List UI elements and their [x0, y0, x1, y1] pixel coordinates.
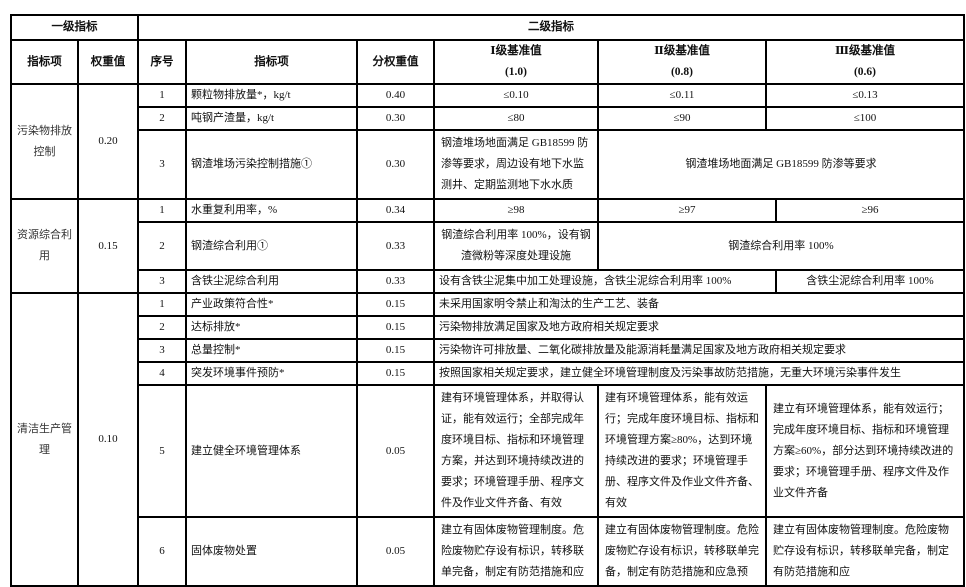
row-no: 3: [137, 129, 187, 200]
table-row: 3 钢渣堆场污染控制措施① 0.30 钢渣堆场地面满足 GB18599 防渗等要…: [11, 129, 965, 200]
table-row: 6 固体废物处置 0.05 建立有固体废物管理制度。危险废物贮存设有标识，转移联…: [11, 516, 965, 587]
group-name: 清洁生产管理: [10, 292, 79, 587]
row-weight: 0.33: [356, 269, 435, 294]
grade2-value: (0.8): [670, 66, 694, 78]
row-no: 2: [137, 106, 187, 131]
group-weight: 0.15: [77, 198, 139, 294]
group-name: 污染物排放控制: [10, 83, 79, 200]
all-grades-value: 污染物许可排放量、二氧化碳排放量及能源消耗量满足国家及地方政府相关规定要求: [433, 338, 965, 363]
row-weight: 0.30: [356, 129, 435, 200]
table-row: 2 吨钢产渣量，kg/t 0.30 ≤80 ≤90 ≤100: [11, 106, 965, 131]
row-no: 1: [137, 83, 187, 108]
grade3-value: (0.6): [853, 66, 877, 78]
row-weight: 0.15: [356, 361, 435, 386]
grade1-header: Ⅰ级基准值 (1.0): [433, 39, 599, 85]
table-row: 2 钢渣综合利用① 0.33 钢渣综合利用率 100%，设有钢渣微粉等深度处理设…: [11, 221, 965, 271]
row-weight: 0.34: [356, 198, 435, 223]
col-weight-header: 权重值: [77, 39, 139, 85]
table-row: 5 建立健全环境管理体系 0.05 建有环境管理体系，并取得认证，能有效运行；全…: [11, 384, 965, 518]
group-weight: 0.10: [77, 292, 139, 587]
grade12-value: 设有含铁尘泥集中加工处理设施，含铁尘泥综合利用率 100%: [433, 269, 777, 294]
grade1-value: 建有环境管理体系，并取得认证，能有效运行；全部完成年度环境目标、指标和环境管理方…: [433, 384, 599, 518]
row-item: 总量控制*: [185, 338, 358, 363]
table-row: 4 突发环境事件预防* 0.15 按照国家相关规定要求，建立健全环境管理制度及污…: [11, 361, 965, 386]
all-grades-value: 按照国家相关规定要求，建立健全环境管理制度及污染事故防范措施，无重大环境污染事件…: [433, 361, 965, 386]
row-no: 3: [137, 269, 187, 294]
col-sub-weight-header: 分权重值: [356, 39, 435, 85]
evaluation-index-table: 一级指标 二级指标 指标项 权重值 序号 指标项 分权重值 Ⅰ级基准值 (1.0)…: [10, 14, 965, 587]
grade3-value: ≤100: [765, 106, 965, 131]
grade3-value: ≥96: [775, 198, 965, 223]
row-weight: 0.30: [356, 106, 435, 131]
row-item: 突发环境事件预防*: [185, 361, 358, 386]
row-no: 2: [137, 221, 187, 271]
grade2-value: ≥97: [597, 198, 777, 223]
row-no: 1: [137, 198, 187, 223]
grade23-value: 钢渣综合利用率 100%: [597, 221, 965, 271]
level1-header: 一级指标: [10, 14, 139, 41]
row-weight: 0.40: [356, 83, 435, 108]
grade3-value: 建立有环境管理体系，能有效运行；完成年度环境目标、指标和环境管理方案≥60%，部…: [765, 384, 965, 518]
grade1-label: Ⅰ级基准值: [490, 45, 542, 57]
grade2-value: ≤90: [597, 106, 767, 131]
grade1-value: 钢渣综合利用率 100%，设有钢渣微粉等深度处理设施: [433, 221, 599, 271]
grade2-label: Ⅱ级基准值: [654, 45, 710, 57]
row-item: 钢渣堆场污染控制措施①: [185, 129, 358, 200]
group-name: 资源综合利用: [10, 198, 79, 294]
grade2-header: Ⅱ级基准值 (0.8): [597, 39, 767, 85]
all-grades-value: 未采用国家明令禁止和淘汰的生产工艺、装备: [433, 292, 965, 317]
col-no-header: 序号: [137, 39, 187, 85]
row-no: 6: [137, 516, 187, 587]
row-item: 钢渣综合利用①: [185, 221, 358, 271]
row-no: 3: [137, 338, 187, 363]
row-item: 水重复利用率，%: [185, 198, 358, 223]
table-row: 污染物排放控制 0.20 1 颗粒物排放量*，kg/t 0.40 ≤0.10 ≤…: [10, 83, 965, 200]
row-item: 产业政策符合性*: [185, 292, 358, 317]
grade1-value: ≥98: [433, 198, 599, 223]
row-no: 5: [137, 384, 187, 518]
table-row: 3 含铁尘泥综合利用 0.33 设有含铁尘泥集中加工处理设施，含铁尘泥综合利用率…: [11, 269, 965, 294]
row-item: 颗粒物排放量*，kg/t: [185, 83, 358, 108]
table-row: 2 达标排放* 0.15 污染物排放满足国家及地方政府相关规定要求: [11, 315, 965, 340]
level2-header: 二级指标: [137, 14, 965, 41]
row-no: 4: [137, 361, 187, 386]
row-no: 1: [137, 292, 187, 317]
row-no: 2: [137, 315, 187, 340]
row-weight: 0.15: [356, 315, 435, 340]
row-weight: 0.33: [356, 221, 435, 271]
row-item: 吨钢产渣量，kg/t: [185, 106, 358, 131]
row-weight: 0.15: [356, 338, 435, 363]
grade1-value: (1.0): [504, 66, 528, 78]
all-grades-value: 污染物排放满足国家及地方政府相关规定要求: [433, 315, 965, 340]
grade23-value: 钢渣堆场地面满足 GB18599 防渗等要求: [597, 129, 965, 200]
grade2-value: 建立有固体废物管理制度。危险废物贮存设有标识，转移联单完备，制定有防范措施和应急…: [597, 516, 767, 587]
row-weight: 0.05: [356, 516, 435, 587]
grade3-header: Ⅲ级基准值 (0.6): [765, 39, 965, 85]
table-row: 资源综合利用 0.15 1 水重复利用率，% 0.34 ≥98 ≥97 ≥96: [10, 198, 965, 294]
grade3-value: 建立有固体废物管理制度。危险废物贮存设有标识，转移联单完备，制定有防范措施和应: [765, 516, 965, 587]
grade3-value: 含铁尘泥综合利用率 100%: [775, 269, 965, 294]
grade2-value: 建有环境管理体系，能有效运行；完成年度环境目标、指标和环境管理方案≥80%，达到…: [597, 384, 767, 518]
grade1-value: 钢渣堆场地面满足 GB18599 防渗等要求，周边设有地下水监测井、定期监测地下…: [433, 129, 599, 200]
col-sub-item-header: 指标项: [185, 39, 358, 85]
grade2-value: ≤0.11: [597, 83, 767, 108]
row-item: 建立健全环境管理体系: [185, 384, 358, 518]
row-item: 达标排放*: [185, 315, 358, 340]
group-weight: 0.20: [77, 83, 139, 200]
grade3-label: Ⅲ级基准值: [834, 45, 895, 57]
table-row: 3 总量控制* 0.15 污染物许可排放量、二氧化碳排放量及能源消耗量满足国家及…: [11, 338, 965, 363]
row-item: 固体废物处置: [185, 516, 358, 587]
row-weight: 0.15: [356, 292, 435, 317]
table-row: 清洁生产管理 0.10 1 产业政策符合性* 0.15 未采用国家明令禁止和淘汰…: [10, 292, 965, 587]
grade3-value: ≤0.13: [765, 83, 965, 108]
grade1-value: 建立有固体废物管理制度。危险废物贮存设有标识，转移联单完备，制定有防范措施和应: [433, 516, 599, 587]
grade1-value: ≤0.10: [433, 83, 599, 108]
grade1-value: ≤80: [433, 106, 599, 131]
col-item-header: 指标项: [10, 39, 79, 85]
row-weight: 0.05: [356, 384, 435, 518]
row-item: 含铁尘泥综合利用: [185, 269, 358, 294]
